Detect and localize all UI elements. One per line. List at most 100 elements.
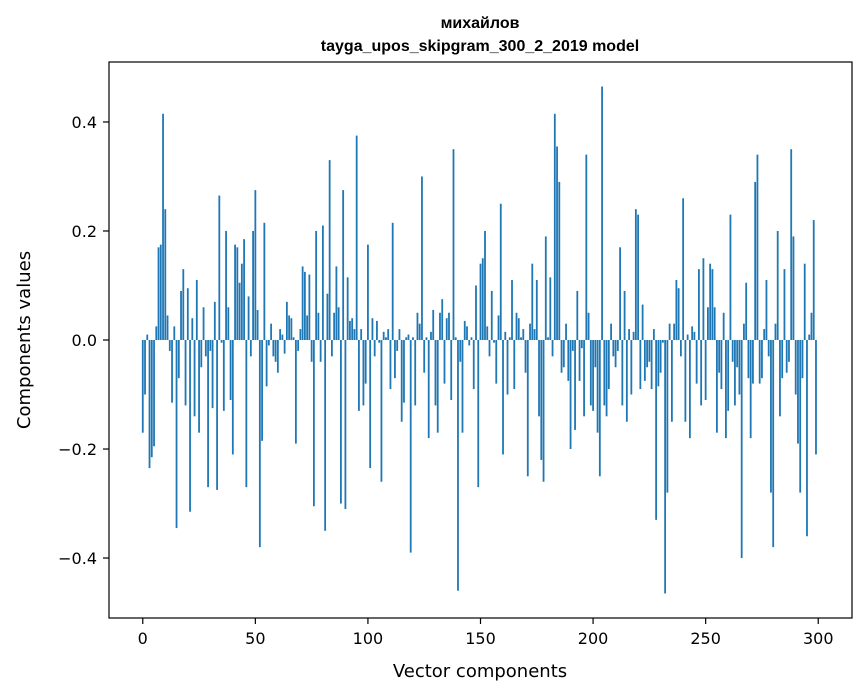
bar (637, 214, 640, 340)
bar (279, 329, 282, 340)
bar (454, 337, 457, 340)
bar (412, 337, 414, 340)
bar (141, 340, 144, 433)
bar (225, 230, 227, 340)
bar (324, 340, 327, 531)
bar (632, 331, 635, 340)
bar (297, 340, 300, 351)
bar (673, 323, 676, 340)
bar (808, 334, 811, 340)
bar (439, 312, 441, 340)
bar (470, 337, 473, 340)
bar (207, 340, 209, 488)
bar (475, 285, 477, 340)
bar (616, 340, 619, 351)
bar (569, 340, 572, 450)
bar (596, 340, 599, 433)
bar (655, 340, 658, 520)
bar (720, 340, 723, 390)
bar (317, 312, 320, 340)
bar (373, 340, 376, 357)
bar (405, 337, 408, 340)
bar (621, 340, 624, 406)
bar (765, 280, 768, 340)
bar (261, 340, 263, 441)
bar (547, 337, 549, 340)
bar (400, 340, 403, 422)
bar (175, 340, 178, 529)
bar (166, 315, 169, 340)
bar (556, 146, 558, 340)
y-tick-label: 0.4 (72, 113, 97, 132)
bar (628, 329, 630, 340)
bar (306, 315, 309, 340)
chart-title: михайлов (441, 15, 520, 32)
bar (481, 258, 484, 340)
bar (407, 334, 410, 340)
bar (504, 331, 507, 340)
bar (328, 160, 331, 340)
bar (513, 340, 516, 390)
bar (666, 340, 669, 493)
bar (342, 190, 345, 340)
chart-subtitle: tayga_upos_skipgram_300_2_2019 model (321, 38, 639, 55)
bar (785, 340, 788, 373)
bar (639, 340, 642, 390)
bar (511, 280, 513, 340)
bar (648, 340, 651, 362)
bar (315, 230, 318, 340)
y-axis-label: Components values (14, 251, 35, 429)
bar (200, 340, 203, 368)
bar (801, 340, 804, 379)
bar (319, 340, 322, 362)
bar (761, 340, 763, 379)
bar (452, 149, 455, 340)
bar (752, 340, 754, 384)
bar (589, 340, 592, 406)
bar (189, 340, 191, 512)
bar (695, 340, 698, 384)
bar (734, 340, 736, 406)
bar (776, 230, 779, 340)
bar (144, 340, 146, 395)
bar (427, 340, 430, 439)
bar (245, 340, 248, 488)
bar (274, 340, 277, 362)
bar (294, 340, 297, 444)
bar (358, 340, 360, 411)
bar (668, 323, 671, 340)
bar (675, 280, 678, 340)
bar (781, 340, 784, 379)
bar (533, 329, 536, 340)
bar (285, 301, 288, 340)
bar (441, 299, 444, 340)
bar (218, 195, 221, 340)
y-tick-label: −0.2 (58, 440, 97, 459)
bar (772, 340, 775, 548)
bar (308, 274, 311, 340)
y-tick-label: 0.0 (72, 331, 97, 350)
bar (312, 340, 315, 507)
bar (283, 340, 286, 354)
bar (607, 340, 610, 390)
bars-group (141, 86, 817, 594)
bar (815, 340, 817, 455)
x-tick-label: 100 (353, 629, 384, 648)
bar (153, 340, 155, 447)
bar (745, 282, 748, 340)
bar (803, 263, 806, 340)
bar (790, 149, 793, 340)
bar (587, 312, 590, 340)
bar (472, 340, 475, 390)
bar (686, 334, 689, 340)
bar (252, 230, 254, 340)
bar (729, 214, 732, 340)
bar (292, 337, 295, 340)
bar (222, 340, 225, 411)
bar (718, 340, 721, 373)
bar (722, 312, 725, 340)
bar (344, 340, 347, 509)
bar (562, 340, 565, 368)
bar (376, 320, 378, 340)
bar (434, 340, 437, 406)
